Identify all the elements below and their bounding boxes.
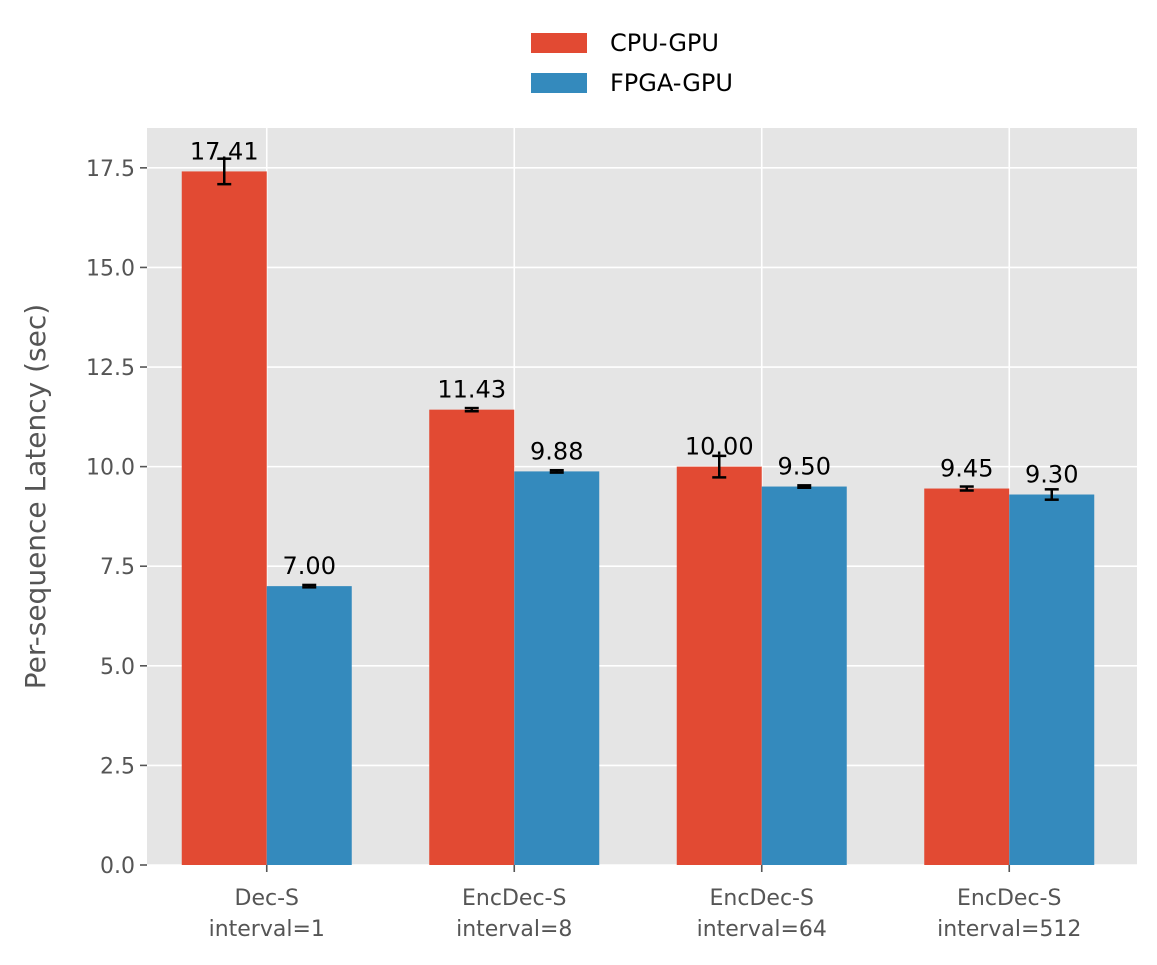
x-tick-label: EncDec-S interval=8	[456, 886, 572, 942]
data-label: 9.50	[778, 453, 831, 481]
y-axis-label: Per-sequence Latency (sec)	[19, 304, 52, 689]
legend-swatch	[531, 33, 587, 53]
x-axis: Dec-S interval=1 EncDec-S interval=8 EncDec-…	[209, 865, 1081, 942]
bar-cpu-gpu	[676, 466, 762, 865]
y-tick-label: 2.5	[100, 754, 135, 779]
y-tick-label: 7.5	[100, 555, 135, 580]
x-tick-label: EncDec-S interval=64	[697, 886, 827, 942]
data-label: 9.30	[1025, 461, 1078, 489]
legend: CPU-GPU FPGA-GPU	[531, 29, 733, 97]
data-label: 9.88	[530, 437, 583, 465]
data-label: 11.43	[437, 376, 506, 404]
data-label: 9.45	[940, 455, 993, 483]
bar-fpga-gpu	[514, 471, 600, 865]
y-tick-label: 0.0	[100, 854, 135, 879]
y-tick-label: 12.5	[86, 356, 135, 381]
y-tick-label: 5.0	[100, 655, 135, 680]
data-labels: 17.41 11.43 10.00 9.45 7.00 9.88 9.50 9.30	[190, 137, 1079, 580]
y-tick-label: 15.0	[86, 256, 135, 281]
bar-fpga-gpu	[761, 486, 847, 865]
y-axis: 0.0 2.5 5.0 7.5 10.0 12.5 15.0 17.5	[86, 157, 147, 879]
bars	[181, 171, 1095, 866]
error-bars	[217, 157, 1059, 589]
bar-cpu-gpu	[429, 409, 515, 865]
data-label: 10.00	[685, 433, 754, 461]
x-tick-label: Dec-S interval=1	[209, 886, 325, 942]
legend-label: CPU-GPU	[610, 29, 719, 57]
bar-cpu-gpu	[924, 488, 1010, 865]
legend-label: FPGA-GPU	[610, 69, 733, 97]
bar-fpga-gpu	[1009, 494, 1095, 865]
data-label: 17.41	[190, 137, 259, 165]
y-tick-label: 10.0	[86, 456, 135, 481]
y-tick-label: 17.5	[86, 157, 135, 182]
legend-swatch	[531, 73, 587, 93]
bar-cpu-gpu	[181, 171, 267, 866]
x-tick-label: EncDec-S interval=512	[937, 886, 1081, 942]
bar-fpga-gpu	[266, 586, 352, 865]
data-label: 7.00	[283, 552, 336, 580]
